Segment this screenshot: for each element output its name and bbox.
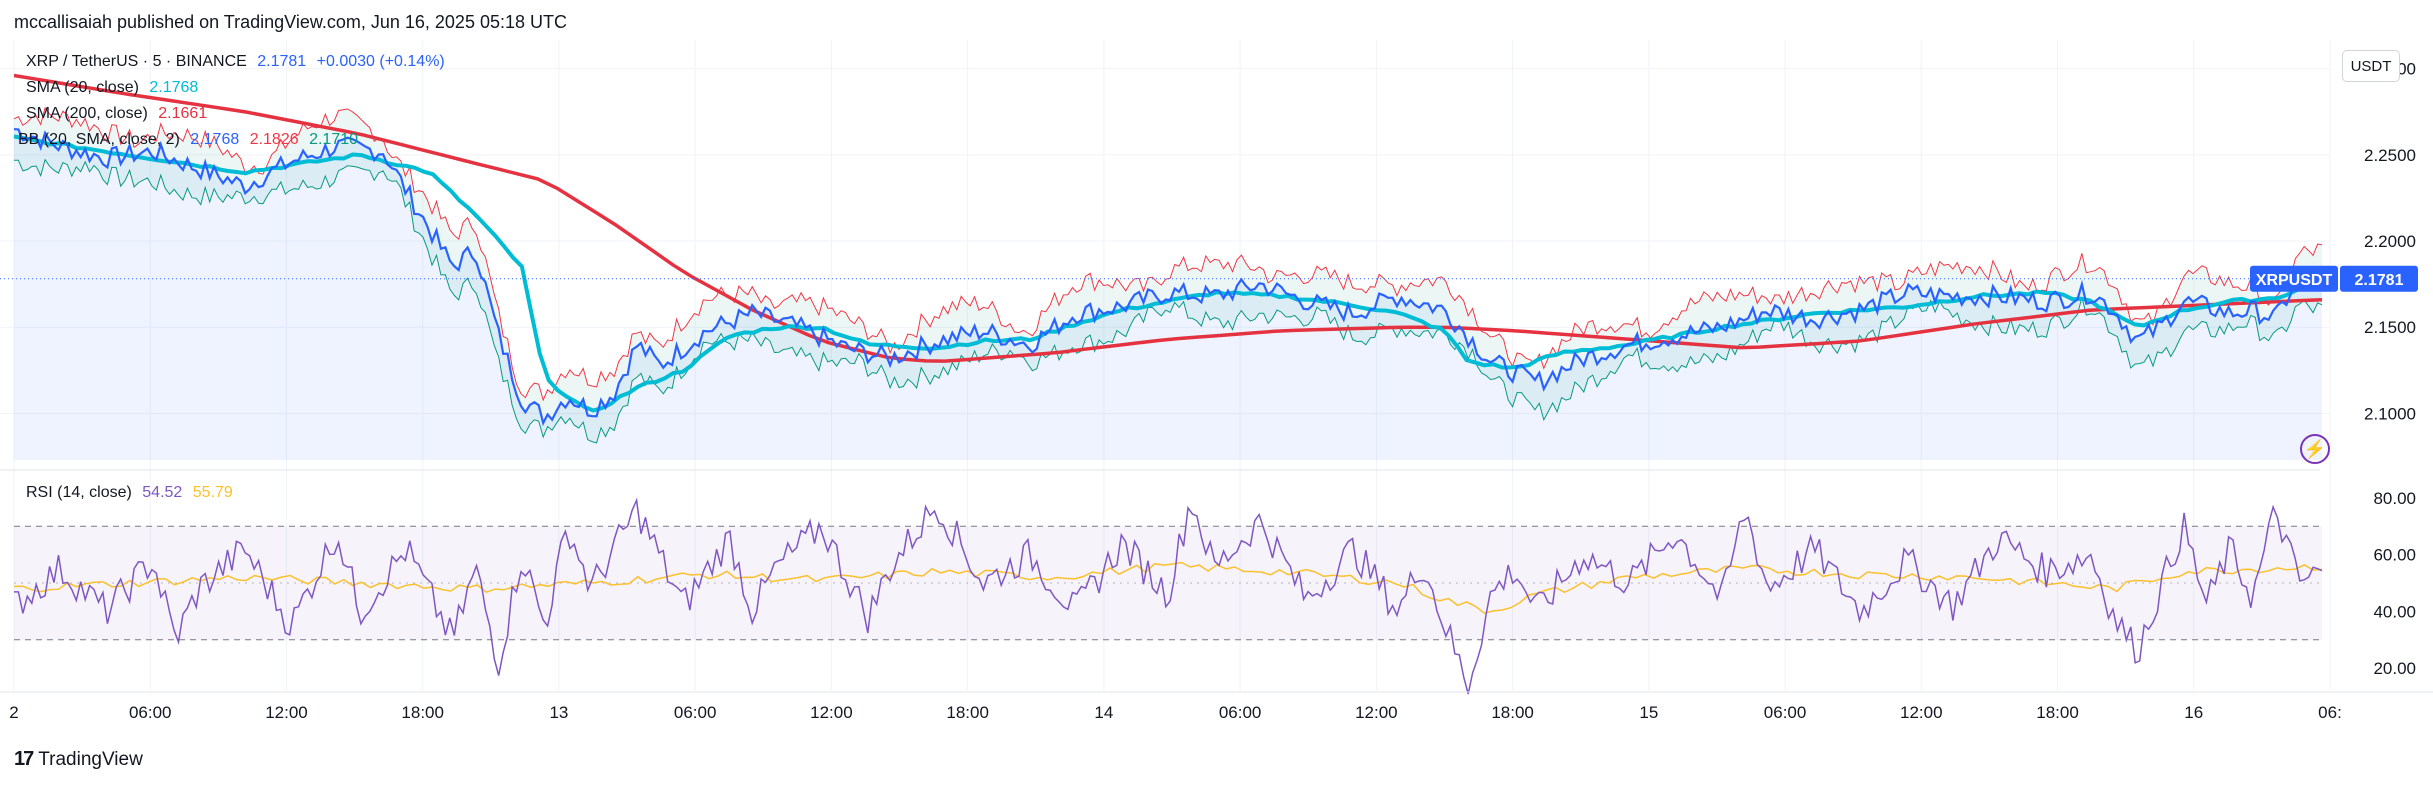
x-tick-label: 13 bbox=[549, 703, 568, 722]
x-tick-label: 06:00 bbox=[1764, 703, 1807, 722]
legend-sma20-row[interactable]: SMA (20, close) 2.1768 bbox=[26, 79, 204, 97]
lightning-icon[interactable]: ⚡ bbox=[2300, 434, 2330, 464]
price-badge-value: 2.1781 bbox=[2355, 272, 2404, 289]
legend-bb-label: BB (20, SMA, close, 2) bbox=[18, 131, 180, 148]
y-tick-label: 2.2000 bbox=[2364, 232, 2416, 251]
rsi-pane[interactable] bbox=[13, 497, 2323, 695]
publisher-credit: mccallisaiah published on TradingView.co… bbox=[14, 12, 567, 32]
x-tick-label: 12:00 bbox=[1900, 703, 1943, 722]
legend-sma20-value: 2.1768 bbox=[149, 79, 199, 96]
axes: 2 06:00 12:00 18:00 13 06:00 12:00 18:00 14 06:00… bbox=[9, 60, 2416, 722]
legend-bb-upper: 2.1826 bbox=[249, 131, 299, 148]
x-tick-label: 18:00 bbox=[2036, 703, 2079, 722]
currency-button[interactable]: USDT bbox=[2342, 50, 2400, 82]
price-area bbox=[14, 129, 2322, 460]
x-tick-label: 12:00 bbox=[810, 703, 853, 722]
legend-change: +0.0030 (+0.14%) bbox=[316, 53, 445, 70]
rsi-ma-line[interactable] bbox=[13, 561, 2323, 615]
legend-symbol[interactable]: XRP / TetherUS · 5 · BINANCE bbox=[26, 53, 247, 70]
y-tick-label: 2.1500 bbox=[2364, 318, 2416, 337]
x-tick-label: 06:00 bbox=[674, 703, 717, 722]
x-tick-label: 16 bbox=[2184, 703, 2203, 722]
x-tick-label: 15 bbox=[1639, 703, 1658, 722]
x-tick-label: 18:00 bbox=[1491, 703, 1534, 722]
legend-rsi-label: RSI (14, close) bbox=[26, 484, 132, 501]
price-badge-ticker-bg bbox=[2250, 265, 2338, 292]
rsi-line[interactable] bbox=[14, 497, 2323, 695]
x-tick-label: 06:00 bbox=[129, 703, 172, 722]
price-badge[interactable]: XRPUSDT 2.1781 bbox=[2250, 265, 2418, 292]
legend-rsi-value: 54.52 bbox=[142, 484, 183, 501]
rsi-tick-label: 20.00 bbox=[2373, 659, 2416, 678]
legend-sma200-value: 2.1661 bbox=[158, 105, 208, 122]
bb-lower-line[interactable] bbox=[13, 158, 2323, 444]
legend-bb-row[interactable]: BB (20, SMA, close, 2) 2.1768 2.1826 2.1… bbox=[18, 131, 364, 149]
y-tick-label: 2.2500 bbox=[2364, 146, 2416, 165]
price-line[interactable] bbox=[13, 128, 2323, 427]
x-tick-label: 06:00 bbox=[1219, 703, 1262, 722]
rsi-tick-label: 60.00 bbox=[2373, 546, 2416, 565]
x-tick-label: 12:00 bbox=[1355, 703, 1398, 722]
x-tick-label: 18:00 bbox=[401, 703, 444, 722]
tradingview-logo-icon: 17 bbox=[14, 748, 34, 770]
x-tick-label: 18:00 bbox=[946, 703, 989, 722]
legend-sma200-label: SMA (200, close) bbox=[26, 105, 148, 122]
x-tick-label: 14 bbox=[1094, 703, 1113, 722]
legend-sma200-row[interactable]: SMA (200, close) 2.1661 bbox=[26, 105, 213, 123]
y-tick-label: 2.1000 bbox=[2364, 404, 2416, 423]
x-tick-label: 2 bbox=[9, 703, 18, 722]
tradingview-logo-text: TradingView bbox=[38, 748, 143, 770]
legend-price: 2.1781 bbox=[257, 53, 307, 70]
sma200-line[interactable] bbox=[13, 73, 2323, 363]
legend-sma20-label: SMA (20, close) bbox=[26, 79, 139, 96]
price-pane[interactable]: XRPUSDT 2.1781 bbox=[0, 73, 2418, 461]
legend-bb-basis: 2.1768 bbox=[190, 131, 240, 148]
price-badge-value-bg bbox=[2340, 265, 2418, 292]
legend-rsi-row[interactable]: RSI (14, close) 54.52 55.79 bbox=[26, 484, 239, 502]
rsi-band-fill bbox=[14, 526, 2322, 640]
rsi-tick-label: 40.00 bbox=[2373, 602, 2416, 621]
x-tick-label: 12:00 bbox=[265, 703, 308, 722]
bb-band-fill bbox=[14, 107, 2322, 443]
tradingview-logo[interactable]: 17 TradingView bbox=[14, 748, 143, 771]
rsi-tick-label: 80.00 bbox=[2373, 489, 2416, 508]
legend-bb-lower: 2.1710 bbox=[309, 131, 359, 148]
legend-rsi-ma-value: 55.79 bbox=[192, 484, 233, 501]
price-badge-ticker: XRPUSDT bbox=[2256, 272, 2333, 289]
legend-symbol-row: XRP / TetherUS · 5 · BINANCE 2.1781 +0.0… bbox=[26, 53, 451, 71]
x-tick-label: 06: bbox=[2318, 703, 2342, 722]
